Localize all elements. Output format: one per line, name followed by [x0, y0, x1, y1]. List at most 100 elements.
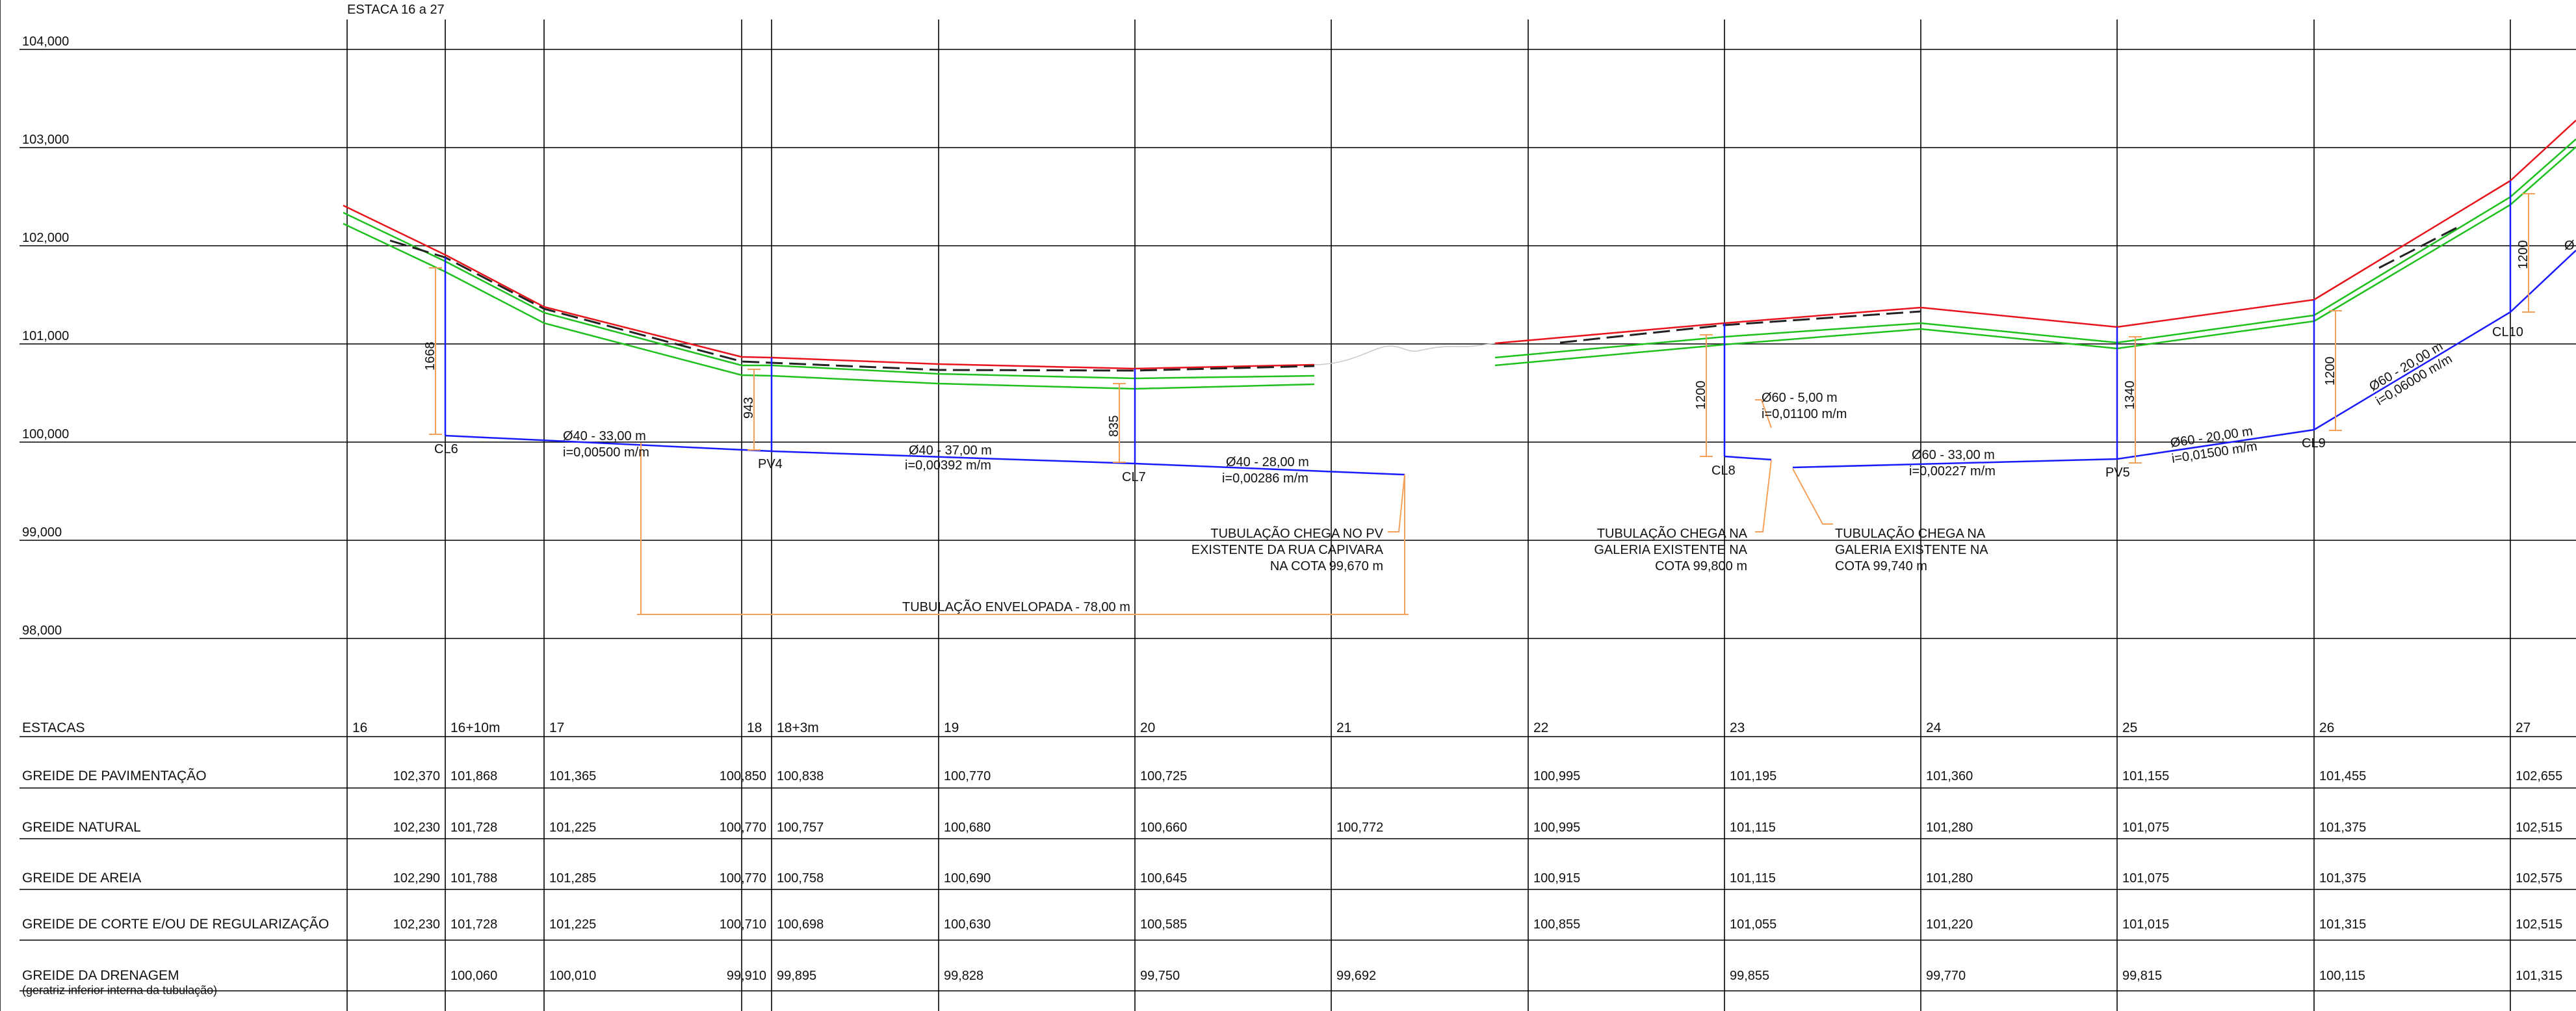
station-header-cell: 25 — [2122, 720, 2137, 735]
table-cell: 101,455 — [2319, 769, 2366, 783]
table-cell: 101,280 — [1926, 871, 1973, 886]
note-line: TUBULAÇÃO CHEGA NA — [1835, 525, 1986, 541]
table-cell: 100,915 — [1533, 871, 1580, 886]
note-line: COTA 99,740 m — [1835, 559, 1927, 573]
elevation-label: 98,000 — [22, 624, 62, 638]
note-line: TUBULAÇÃO CHEGA NA — [1597, 525, 1748, 541]
table-cell: 102,290 — [393, 871, 440, 886]
table-cell: 101,115 — [1730, 821, 1776, 835]
table-cell: 101,195 — [1730, 769, 1776, 783]
table-cell: 101,075 — [2122, 821, 2169, 835]
natural-ground-line — [389, 226, 2458, 372]
table-cell: 101,220 — [1926, 917, 1973, 932]
manhole-label-pv5: PV5 — [2105, 466, 2130, 480]
envelope-label: TUBULAÇÃO ENVELOPADA - 78,00 m — [902, 599, 1130, 614]
station-header-cell: 16 — [352, 720, 367, 735]
existing-ground-gap — [1314, 343, 1496, 365]
note-line: NA COTA 99,670 m — [1270, 559, 1383, 573]
table-cell: 100,698 — [777, 917, 824, 932]
table-cell: 100,770 — [720, 821, 766, 835]
table-cell: 100,660 — [1140, 821, 1187, 835]
table-cell: 101,788 — [450, 871, 497, 886]
station-table: ESTACAS GREIDE DE PAVIMENTAÇÃO GREIDE NA… — [22, 720, 2562, 997]
table-cell: 99,692 — [1336, 969, 1376, 983]
sheet-title: ESTACA 16 a 27 — [347, 3, 445, 17]
depth-labels: 1668 943 835 1200 1340 1200 1200 — [423, 241, 2530, 438]
table-cell: 99,910 — [727, 969, 766, 983]
elevation-label: 104,000 — [22, 34, 69, 49]
table-cell: 100,995 — [1533, 769, 1580, 783]
station-header-cell: 22 — [1533, 720, 1548, 735]
table-cell: 101,868 — [450, 769, 497, 783]
elevation-label: 103,000 — [22, 133, 69, 147]
note-line: COTA 99,800 m — [1655, 559, 1747, 573]
station-lines — [346, 20, 2511, 1011]
station-header-cell: 18+3m — [777, 720, 819, 735]
table-cell: 101,360 — [1926, 769, 1973, 783]
table-header-label: ESTACAS — [22, 720, 85, 735]
elevation-labels: 104,000 103,000 102,000 101,000 100,000 … — [22, 34, 69, 638]
table-cell: 100,710 — [720, 917, 766, 932]
sand-grade-line — [343, 138, 2576, 390]
manhole-label-cl9: CL9 — [2302, 436, 2326, 451]
table-cell: 101,280 — [1926, 821, 1973, 835]
table-cell: 101,728 — [450, 917, 497, 932]
table-cell: 101,285 — [549, 871, 596, 886]
table-cell: 102,230 — [393, 917, 440, 932]
station-header-cell: 17 — [549, 720, 564, 735]
pipe-slope: i=0,00392 m/m — [905, 458, 991, 473]
table-cell: 99,750 — [1140, 969, 1180, 983]
manhole-label-cl8: CL8 — [1711, 464, 1736, 478]
table-cell: 101,225 — [549, 917, 596, 932]
dimension-lines — [429, 193, 2535, 615]
table-cell: 99,815 — [2122, 969, 2162, 983]
table-cell: 100,770 — [720, 871, 766, 886]
table-cell: 101,055 — [1730, 917, 1776, 932]
table-cell: 99,828 — [944, 969, 983, 983]
table-cell: 101,115 — [1730, 871, 1776, 886]
pipe-annotations: Ø40 - 33,00 m i=0,00500 m/m Ø40 - 37,00 … — [563, 239, 2575, 486]
note-line: EXISTENTE DA RUA CAPIVARA — [1191, 543, 1384, 557]
manhole-label-pv4: PV4 — [758, 457, 783, 471]
table-row-label: GREIDE NATURAL — [22, 820, 141, 835]
pipe-dimension: Ø40 - 28,00 m — [1226, 455, 1309, 469]
table-cell: 100,838 — [777, 769, 824, 783]
station-header-cell: 18 — [747, 720, 762, 735]
manhole-label-cl7: CL7 — [1122, 470, 1146, 484]
table-row-label: GREIDE DE CORTE E/OU DE REGULARIZAÇÃO — [22, 916, 329, 932]
note-line: TUBULAÇÃO CHEGA NO PV — [1210, 525, 1383, 541]
table-cell: 100,115 — [2319, 969, 2365, 983]
table-cell: 100,725 — [1140, 769, 1187, 783]
pipe-slope: i=0,00227 m/m — [1909, 464, 1996, 479]
table-cell: 100,855 — [1533, 917, 1580, 932]
table-cell: 101,315 — [2319, 917, 2366, 932]
pipe-slope: i=0,00500 m/m — [563, 445, 649, 460]
depth-label: 1668 — [423, 342, 437, 371]
table-cell: 100,995 — [1533, 821, 1580, 835]
table-cell: 100,060 — [450, 969, 497, 983]
table-cell: 101,315 — [2516, 969, 2562, 983]
table-row-sublabel: (geratriz inferior interna da tubulação) — [22, 984, 217, 997]
table-cell: 100,010 — [549, 969, 596, 983]
manhole-label-cl6: CL6 — [434, 442, 458, 456]
table-cell: 102,655 — [2516, 769, 2562, 783]
table-row-label: GREIDE DA DRENAGEM — [22, 968, 179, 983]
table-cell: 102,575 — [2516, 871, 2562, 886]
elevation-label: 99,000 — [22, 525, 62, 540]
table-cell: 99,855 — [1730, 969, 1769, 983]
table-cell: 100,690 — [944, 871, 991, 886]
table-cell: 100,758 — [777, 871, 824, 886]
table-row-label: GREIDE DE AREIA — [22, 871, 141, 886]
station-header-cell: 20 — [1140, 720, 1155, 735]
depth-label: 1340 — [2123, 381, 2137, 410]
station-header-cell: 27 — [2516, 720, 2530, 735]
table-cell: 99,895 — [777, 969, 816, 983]
depth-label: 943 — [742, 397, 756, 419]
table-cells: 16 16+10m 17 18 18+3m 19 20 21 22 23 24 25 26 27 102,3… — [352, 720, 2562, 983]
pipe-dimension: Ø40 - 37,00 m — [909, 443, 992, 458]
depth-label: 1200 — [1694, 381, 1708, 410]
table-cell: 102,370 — [393, 769, 440, 783]
note-line: GALERIA EXISTENTE NA — [1835, 543, 1988, 557]
table-cell: 100,645 — [1140, 871, 1187, 886]
